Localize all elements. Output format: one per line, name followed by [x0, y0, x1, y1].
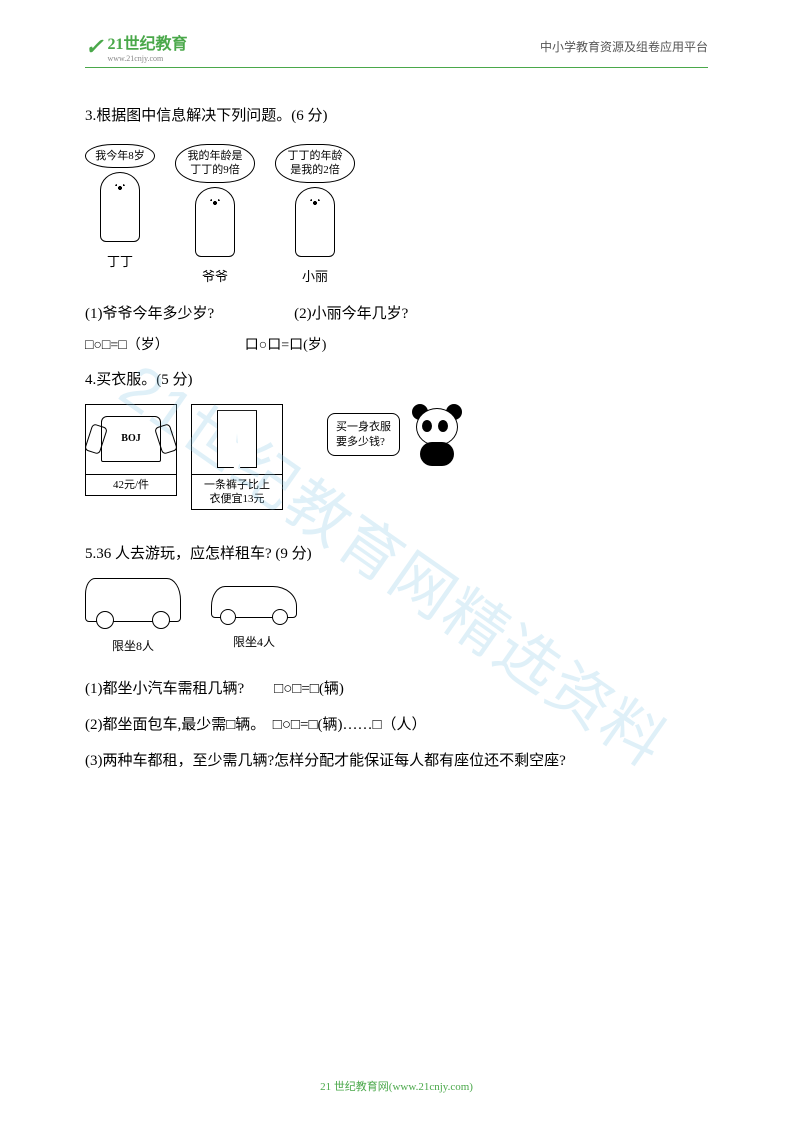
q4-figure: BOJ 42元/件 一条裤子比上 衣便宜13元 买一身衣服 要多少钱? [85, 404, 708, 511]
header-right: 中小学教育资源及组卷应用平台 [540, 38, 708, 55]
label-xl: 小丽 [302, 261, 328, 292]
car-label: 限坐4人 [211, 628, 297, 657]
pants-icon [217, 410, 257, 468]
q3-figure: 我今年8岁 丁丁 我的年龄是 丁丁的9倍 爷爷 丁丁的年龄 是我的2倍 小丽 [85, 144, 708, 292]
logo-sub: www.21cnjy.com [107, 54, 187, 63]
van-box: 限坐8人 [85, 578, 181, 661]
pants-box: 一条裤子比上 衣便宜13元 [191, 404, 283, 511]
q5-sub2: (2)都坐面包车,最少需□辆。 □○□=□(辆)……□（人） [85, 707, 708, 743]
van-label: 限坐8人 [85, 632, 181, 661]
q5-sub1: (1)都坐小汽车需租几辆? □○□=□(辆) [85, 671, 708, 707]
girl-icon [295, 187, 335, 257]
q3-title: 3.根据图中信息解决下列问题。(6 分) [85, 98, 708, 134]
sweater-icon: BOJ [101, 416, 161, 462]
sweater-caption: 42元/件 [111, 475, 151, 495]
q3-eq1: □○□=□（岁） [85, 331, 169, 362]
logo-text: 21世纪教育 [107, 30, 187, 54]
char-dingding: 我今年8岁 丁丁 [85, 144, 155, 292]
logo: ✓ 21世纪教育 www.21cnjy.com [85, 30, 187, 63]
label-gg: 爷爷 [202, 261, 228, 292]
pants-caption: 一条裤子比上 衣便宜13元 [202, 475, 272, 510]
grandpa-icon [195, 187, 235, 257]
sweater-brand: BOJ [121, 427, 140, 451]
page-header: ✓ 21世纪教育 www.21cnjy.com 中小学教育资源及组卷应用平台 [85, 30, 708, 68]
van-icon [85, 578, 181, 622]
car-icon [211, 586, 297, 618]
sweater-box: BOJ 42元/件 [85, 404, 177, 496]
footer: 21 世纪教育网(www.21cnjy.com) [0, 1078, 793, 1094]
q3-eq2: 口○口=口(岁) [245, 331, 327, 362]
panda-bubble: 买一身衣服 要多少钱? [327, 413, 400, 456]
q4-title: 4.买衣服。(5 分) [85, 362, 708, 398]
boy-icon [100, 172, 140, 242]
q3-sub2: (2)小丽今年几岁? [294, 298, 408, 331]
q5-figure: 限坐8人 限坐4人 [85, 578, 708, 661]
runner-icon: ✓ [85, 34, 103, 60]
char-xiaoli: 丁丁的年龄 是我的2倍 小丽 [275, 144, 355, 292]
q5-sub3: (3)两种车都租，至少需几辆?怎样分配才能保证每人都有座位还不剩空座? [85, 743, 708, 779]
bubble-gg: 我的年龄是 丁丁的9倍 [175, 144, 255, 183]
bubble-xl: 丁丁的年龄 是我的2倍 [275, 144, 355, 183]
panda-icon [406, 404, 468, 466]
q5-title: 5.36 人去游玩，应怎样租车? (9 分) [85, 536, 708, 572]
content: 3.根据图中信息解决下列问题。(6 分) 我今年8岁 丁丁 我的年龄是 丁丁的9… [85, 98, 708, 779]
car-box: 限坐4人 [211, 578, 297, 661]
char-grandpa: 我的年龄是 丁丁的9倍 爷爷 [175, 144, 255, 292]
label-dd: 丁丁 [107, 246, 133, 277]
q3-sub1: (1)爷爷今年多少岁? [85, 298, 214, 331]
panda-group: 买一身衣服 要多少钱? [327, 404, 468, 466]
bubble-dd: 我今年8岁 [85, 144, 155, 168]
